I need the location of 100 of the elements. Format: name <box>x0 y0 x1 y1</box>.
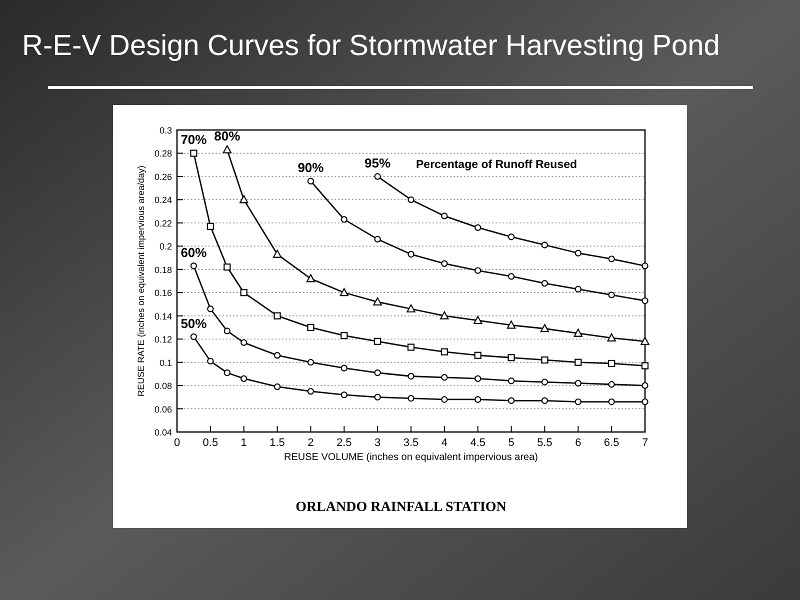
point <box>541 356 548 364</box>
y-tick-label: 0.08 <box>154 381 172 392</box>
point <box>408 196 414 204</box>
point <box>474 267 482 274</box>
point <box>274 352 281 359</box>
point <box>374 338 382 345</box>
series-label: 70% <box>180 132 208 148</box>
y-tick-label: 0.28 <box>154 148 172 159</box>
point <box>190 262 198 270</box>
point <box>340 332 348 340</box>
x-tick-label: 0 <box>174 437 180 449</box>
x-tick-label: 2 <box>308 437 314 449</box>
point <box>508 397 515 404</box>
point <box>508 378 515 384</box>
point <box>374 236 381 243</box>
point <box>642 398 648 406</box>
point <box>307 358 314 366</box>
point <box>307 178 314 184</box>
series-label: 80% <box>214 128 241 144</box>
text: ORLANDO RAINFALL STATION <box>296 500 506 515</box>
y-tick-label: 0.2 <box>159 242 172 252</box>
point <box>641 362 649 370</box>
point <box>190 333 198 340</box>
point <box>574 398 582 406</box>
point <box>508 234 515 240</box>
point <box>441 374 448 381</box>
y-tick-label: 0.16 <box>154 288 172 298</box>
y-tick-label: 0.12 <box>154 334 172 345</box>
point <box>408 372 414 380</box>
point <box>406 304 416 312</box>
point <box>224 264 231 271</box>
x-tick-label: 6.5 <box>604 437 620 449</box>
y-tick-label: 0.24 <box>154 195 172 206</box>
point <box>474 316 482 324</box>
point <box>574 358 582 366</box>
point <box>574 380 582 387</box>
point <box>607 333 616 342</box>
x-tick-label: 5 <box>508 437 514 449</box>
x-tick-label: 7 <box>642 437 648 449</box>
y-tick-label: 0.06 <box>154 404 172 414</box>
point <box>374 369 381 376</box>
y-tick-label: 0.3 <box>159 126 172 136</box>
point <box>408 250 414 258</box>
y-tick-label: 0.1 <box>159 358 172 368</box>
point <box>190 150 198 157</box>
x-tick-label: 3 <box>374 437 381 449</box>
x-tick-label: 5.5 <box>537 437 552 449</box>
point <box>574 250 582 256</box>
point <box>340 364 348 372</box>
point <box>541 397 548 404</box>
point <box>506 320 516 329</box>
point <box>474 352 482 359</box>
y-tick-label: 0.18 <box>154 264 172 275</box>
point <box>541 378 548 386</box>
series-label: 60% <box>180 244 208 260</box>
point <box>608 292 615 298</box>
x-tick-label: 1.5 <box>270 437 285 449</box>
point <box>240 375 248 382</box>
point <box>373 297 382 306</box>
point <box>642 382 648 389</box>
series-label: 90% <box>298 160 324 176</box>
point <box>407 344 415 351</box>
chart-title: R-E-V Design Curves for Stormwater Harvesting Pond <box>22 30 720 62</box>
y-tick-label: 0.26 <box>154 172 172 182</box>
x-tick-label: 4 <box>441 437 448 449</box>
point <box>440 311 449 320</box>
point <box>207 358 214 364</box>
point <box>224 369 230 376</box>
point <box>642 262 648 270</box>
point <box>541 280 548 287</box>
y-tick-label: 0.14 <box>154 311 172 322</box>
point <box>272 250 282 258</box>
point <box>374 173 381 180</box>
point <box>608 360 616 368</box>
x-tick-label: 1 <box>240 437 247 449</box>
y-tick-label: 0.04 <box>154 428 172 438</box>
point <box>206 222 214 230</box>
x-tick-label: 2.5 <box>336 437 352 449</box>
point <box>474 224 482 231</box>
point <box>574 286 582 292</box>
x-axis-title: REUSE VOLUME (inches on equivalent impervious area) <box>284 452 538 463</box>
series-label: 50% <box>180 316 208 331</box>
y-axis-title: REUSE RATE (inches on equivalent impervious area/day) <box>136 166 146 396</box>
point <box>608 398 615 406</box>
point <box>374 394 381 401</box>
point <box>240 289 248 296</box>
point <box>240 339 248 346</box>
point <box>642 297 648 304</box>
point <box>441 260 448 267</box>
point <box>540 324 550 332</box>
point <box>408 394 414 402</box>
point <box>340 391 348 398</box>
point <box>224 328 230 334</box>
point <box>307 324 314 332</box>
point <box>240 195 248 204</box>
point <box>222 145 232 154</box>
point <box>574 328 582 337</box>
x-tick-label: 0.5 <box>202 437 218 449</box>
x-tick-label: 3.5 <box>403 437 419 449</box>
point <box>474 396 482 403</box>
